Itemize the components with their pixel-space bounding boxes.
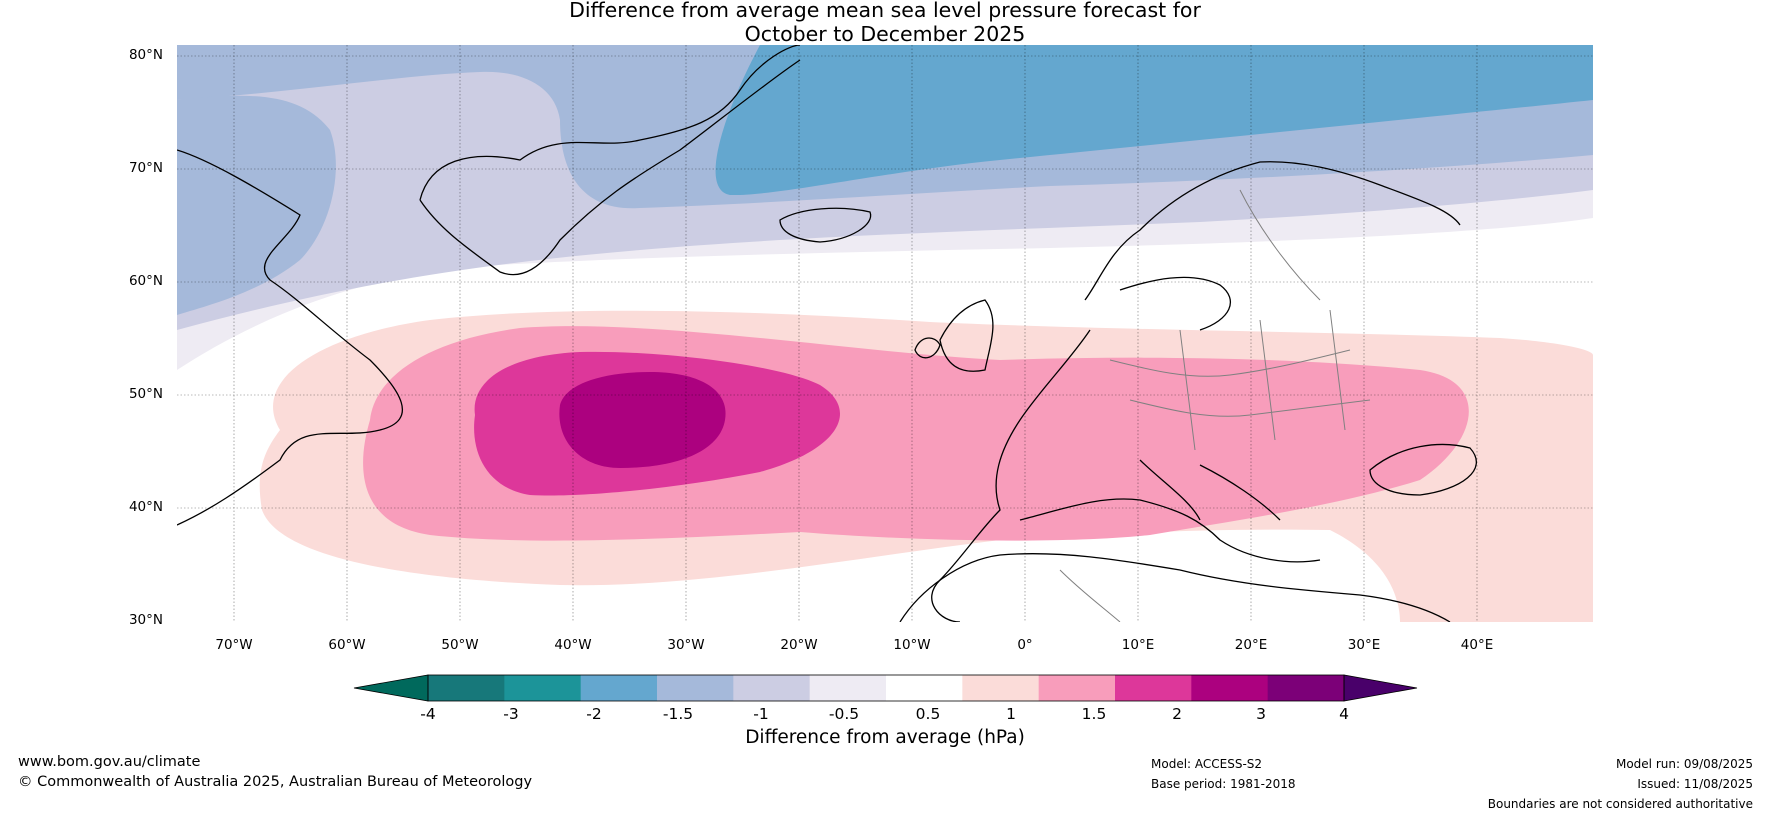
iceland-coast (779, 207, 872, 243)
lat-label-60n: 60°N (128, 273, 163, 289)
colorbar-tick-minus2: -2 (586, 705, 602, 723)
colorbar-tick-minus3: -3 (503, 705, 519, 723)
lon-label-20e: 20°E (1234, 637, 1268, 653)
british-isles (914, 299, 994, 372)
colorbar-tick-3: 3 (1256, 705, 1266, 723)
lat-label-80n: 80°N (128, 47, 163, 63)
colorbar-tick-2: 2 (1172, 705, 1182, 723)
gridlines (177, 45, 1593, 622)
lon-label-70w: 70°W (215, 637, 253, 653)
title-line-2: October to December 2025 (744, 22, 1026, 46)
colorbar-tick-minus1.5: -1.5 (662, 705, 694, 723)
colorbar-tick-minus0.5: -0.5 (828, 705, 860, 723)
colorbar-tick-minus4: -4 (420, 705, 436, 723)
colorbar-tick-0.5: 0.5 (915, 705, 941, 723)
footer-disclaimer: Boundaries are not considered authoritat… (1487, 797, 1753, 811)
lat-label-70n: 70°N (128, 160, 163, 176)
lon-label-30w: 30°W (667, 637, 705, 653)
lon-label-60w: 60°W (328, 637, 366, 653)
lon-label-10e: 10°E (1121, 637, 1155, 653)
footer-copyright: © Commonwealth of Australia 2025, Austra… (18, 774, 533, 790)
title-line-1: Difference from average mean sea level p… (569, 0, 1201, 22)
mediterranean-coast (1019, 459, 1321, 563)
lon-label-40w: 40°W (554, 637, 592, 653)
map-title: Difference from average mean sea level p… (0, 0, 1770, 46)
country-borders (1059, 189, 1371, 622)
lon-label-40e: 40°E (1460, 637, 1494, 653)
coastlines (177, 45, 1477, 622)
band-minus-2 (715, 45, 1593, 196)
africa-coast (899, 553, 1451, 622)
lon-label-10w: 10°W (893, 637, 931, 653)
colorbar-tick-minus1: -1 (753, 705, 769, 723)
greenland-coast (419, 45, 801, 276)
lon-label-30e: 30°E (1347, 637, 1381, 653)
black-sea-coast (1369, 443, 1477, 496)
colorbar-label: Difference from average (hPa) (745, 727, 1025, 748)
colorbar-tick-4: 4 (1339, 705, 1349, 723)
europe-west-coast (931, 329, 1091, 622)
lon-label-20w: 20°W (780, 637, 818, 653)
scandinavia-coast (1084, 161, 1461, 331)
lat-label-50n: 50°N (128, 386, 163, 402)
footer-model-run: Model run: 09/08/2025 (1615, 757, 1753, 771)
colorbar-tick-1.5: 1.5 (1081, 705, 1107, 723)
map-plot-area (177, 45, 1593, 622)
band-minus-1.5-west (177, 95, 336, 315)
footer-base-period: Base period: 1981-2018 (1151, 777, 1296, 791)
lat-label-30n: 30°N (128, 612, 163, 628)
footer-model: Model: ACCESS-S2 (1151, 757, 1263, 771)
colorbar-tick-1: 1 (1006, 705, 1016, 723)
lon-label-0: 0° (1017, 637, 1033, 653)
canada-coast (177, 149, 403, 526)
footer-website: www.bom.gov.au/climate (18, 754, 201, 770)
band-plus-2 (559, 372, 726, 468)
lon-label-50w: 50°W (441, 637, 479, 653)
footer-issued: Issued: 11/08/2025 (1637, 777, 1753, 791)
lat-label-40n: 40°N (128, 499, 163, 515)
